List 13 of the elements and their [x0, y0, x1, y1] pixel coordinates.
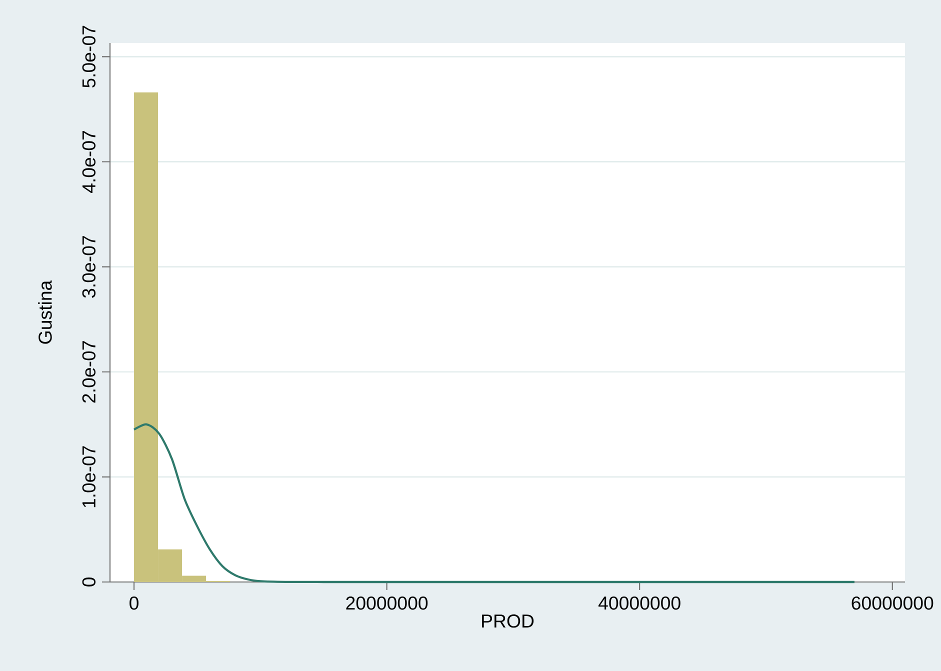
x-tick-label: 20000000 — [346, 596, 428, 610]
y-tick-label: 3.0e-07 — [82, 236, 96, 298]
y-tick-label: 4.0e-07 — [82, 131, 96, 193]
x-tick-label: 0 — [130, 596, 138, 610]
y-tick-label: 5.0e-07 — [82, 26, 96, 88]
y-tick-label: 1.0e-07 — [82, 446, 96, 508]
y-tick-label: 0 — [82, 578, 96, 586]
x-tick-label: 40000000 — [598, 596, 680, 610]
line-series — [132, 423, 856, 584]
x-axis-title: PROD — [482, 614, 534, 628]
y-axis-title: Gustina — [38, 280, 52, 344]
y-tick-label: 2.0e-07 — [82, 341, 96, 403]
x-tick-label: 60000000 — [852, 596, 934, 610]
